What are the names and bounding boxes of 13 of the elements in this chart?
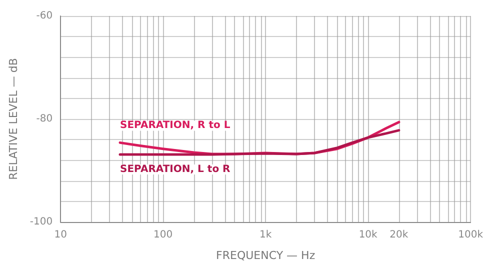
y-tick-label: -80 [36,114,53,124]
x-tick-label: 10k [358,230,378,240]
series-label: SEPARATION, R to L [120,120,231,132]
x-axis-title: FREQUENCY — Hz [216,249,316,262]
y-tick-label: -100 [30,216,53,228]
y-axis-title: RELATIVE LEVEL — dB [7,58,20,180]
x-tick-label: 100 [154,230,173,240]
y-tick-label: -60 [36,10,53,22]
series-label: SEPARATION, L to R [120,164,231,176]
x-tick-label: 100k [458,230,484,240]
x-tick-label: 10 [54,230,67,240]
x-tick-label: 20k [390,230,408,240]
x-tick-label: 1k [260,230,272,240]
